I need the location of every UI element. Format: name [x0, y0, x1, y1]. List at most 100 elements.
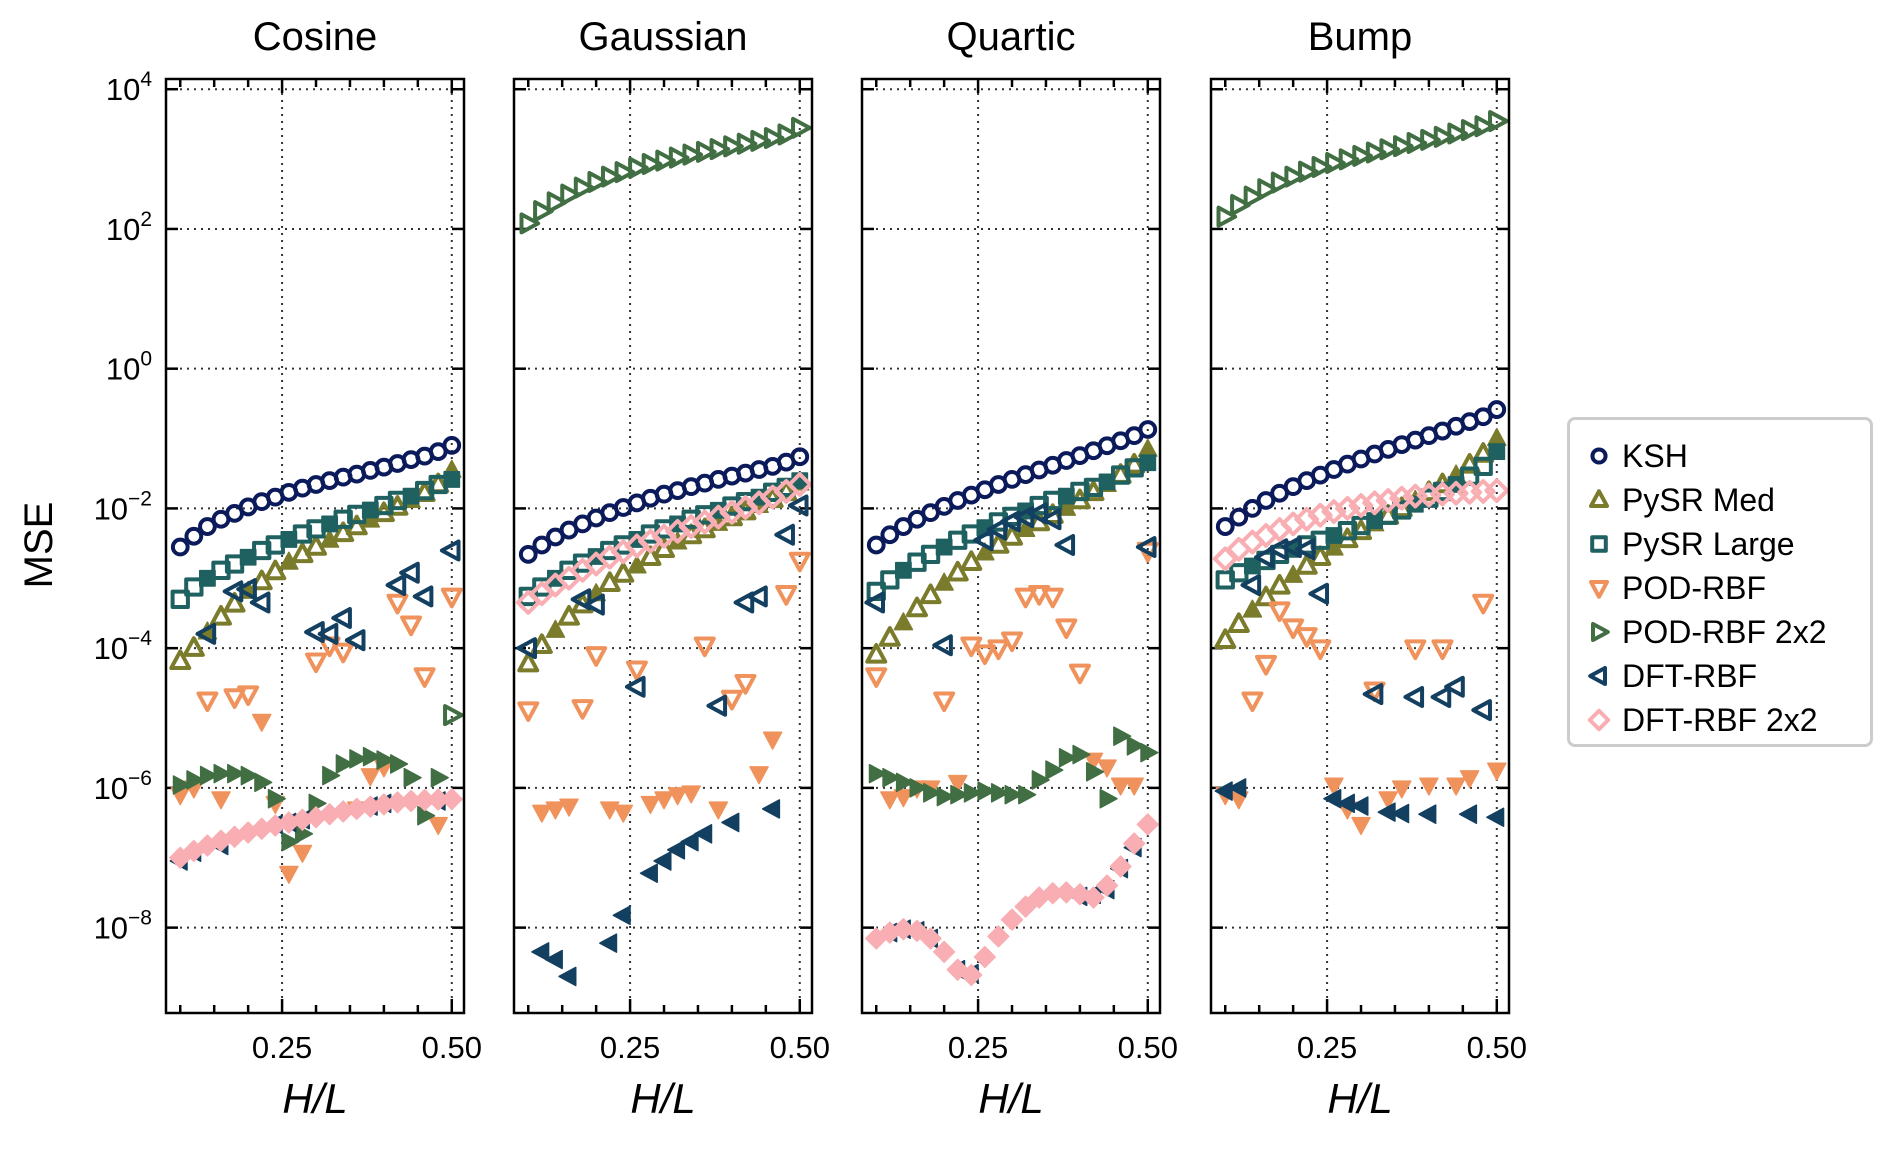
data-point: [1308, 582, 1330, 605]
data-point: [1018, 784, 1037, 805]
x-tick-label: 0.25: [600, 1030, 660, 1065]
data-point: [1295, 627, 1318, 648]
y-tick-label: 104: [106, 68, 152, 107]
data-point: [236, 578, 257, 601]
data-point: [1045, 760, 1064, 780]
legend-item: POD-RBF: [1586, 566, 1870, 610]
data-point: [545, 801, 566, 820]
data-point: [440, 587, 463, 609]
data-point: [762, 731, 783, 750]
data-point: [517, 651, 540, 673]
data-point: [905, 596, 928, 618]
data-point: [681, 785, 701, 804]
data-point: [1459, 770, 1480, 789]
data-point: [1392, 500, 1412, 520]
data-point: [893, 612, 914, 631]
data-point: [880, 525, 900, 545]
data-point: [1138, 420, 1158, 439]
data-point: [1254, 585, 1277, 607]
data-point: [389, 754, 409, 774]
axes-frame: [860, 77, 1162, 1015]
data-point: [919, 583, 942, 605]
data-point: [223, 688, 246, 709]
data-point: [292, 844, 313, 863]
data-point: [880, 570, 900, 590]
data-point: [1083, 752, 1104, 771]
data-point: [439, 539, 461, 562]
data-point: [344, 629, 366, 652]
series-pod-rbf-2x2: [172, 704, 464, 852]
data-point: [442, 435, 462, 455]
data-point: [972, 529, 994, 552]
data-point: [1472, 593, 1495, 615]
data-point: [1460, 119, 1482, 142]
data-point: [892, 918, 915, 941]
data-point: [932, 634, 953, 657]
panel-title: Bump: [1308, 15, 1413, 59]
data-point: [1430, 685, 1452, 708]
data-point: [428, 816, 448, 836]
data-point: [1458, 804, 1478, 824]
data-point: [413, 667, 436, 688]
panel-gaussian: Gaussian 0.25 0.50 H/L: [512, 15, 830, 1122]
data-point: [708, 801, 729, 820]
data-point: [734, 673, 757, 695]
data-point: [428, 474, 448, 495]
data-point: [1014, 587, 1037, 609]
legend-item: PySR Med: [1586, 478, 1870, 522]
data-point: [907, 552, 927, 572]
data-point: [237, 685, 260, 707]
data-point: [1351, 816, 1371, 836]
data-point: [239, 548, 257, 566]
data-point: [1124, 458, 1144, 478]
data-point: [317, 622, 339, 645]
x-axis-label: H/L: [630, 1075, 695, 1122]
x-axis-label: H/L: [978, 1075, 1043, 1122]
data-point: [267, 788, 286, 809]
x-axis-label: H/L: [1327, 1075, 1392, 1122]
data-point: [374, 495, 394, 516]
y-tick-label: 10−2: [94, 487, 152, 526]
data-point: [1126, 736, 1145, 756]
data-point: [946, 560, 969, 582]
data-point: [1072, 744, 1091, 765]
data-point: [1268, 573, 1291, 595]
axes-frame: [164, 77, 466, 1015]
data-point: [417, 805, 436, 826]
series-ksh: [866, 420, 1158, 555]
series-dft-rbf: [1214, 536, 1505, 828]
data-point: [170, 589, 190, 609]
data-point: [1311, 156, 1333, 179]
data-point: [1307, 502, 1333, 528]
legend-marker-shape: [1589, 580, 1609, 599]
data-point: [977, 781, 996, 801]
data-point: [361, 501, 379, 519]
data-point: [694, 824, 713, 844]
data-point: [1083, 477, 1104, 498]
data-point: [1095, 874, 1119, 897]
data-point: [1041, 587, 1064, 609]
data-point: [919, 927, 942, 950]
data-point: [761, 799, 781, 819]
data-point: [990, 783, 1010, 803]
data-point: [1254, 546, 1275, 569]
data-point: [1216, 205, 1238, 228]
data-point: [587, 170, 609, 193]
data-point: [362, 746, 381, 767]
data-point: [530, 633, 553, 655]
data-point: [973, 644, 996, 665]
data-point: [322, 765, 341, 786]
data-point: [1140, 742, 1159, 763]
y-axis-label: MSE: [17, 502, 61, 589]
panels: Cosine 0.25 0.50 H/L 104 102 100 10−2 10−4 10−6 10…: [94, 15, 1527, 1122]
y-tick-label: 10−6: [94, 767, 152, 806]
data-point: [774, 523, 795, 546]
data-point: [1241, 691, 1264, 713]
plot-area: [864, 420, 1159, 987]
data-point: [1472, 442, 1495, 463]
series-pod-rbf-2x2: [519, 116, 812, 235]
data-point: [292, 524, 313, 544]
data-point: [211, 560, 231, 580]
data-point: [934, 572, 954, 591]
data-point: [1268, 601, 1291, 623]
